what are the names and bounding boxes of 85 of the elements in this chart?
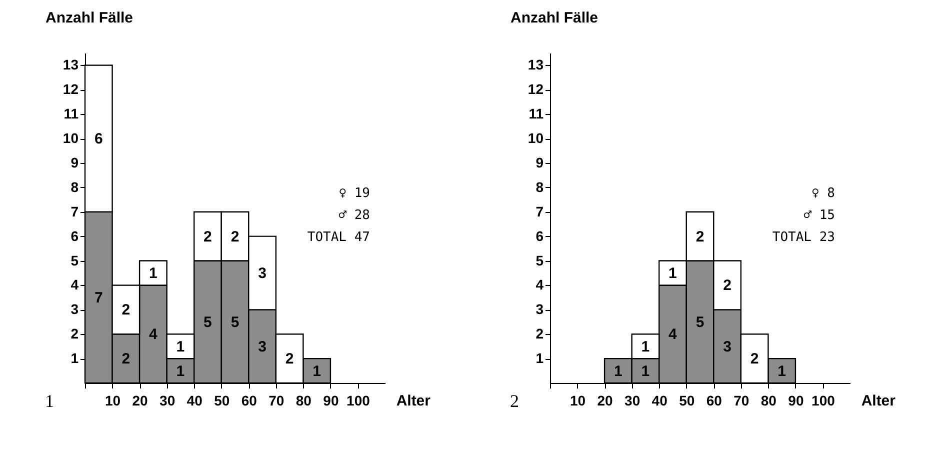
annotation: ♀ 8 xyxy=(812,186,835,201)
y-tick-label: 2 xyxy=(536,326,544,342)
annotation: ♂ 28 xyxy=(338,208,370,223)
data-label: 2 xyxy=(696,228,704,246)
y-tick-label: 7 xyxy=(536,203,544,220)
y-tick-label: 12 xyxy=(62,81,79,98)
data-label: 2 xyxy=(723,277,732,294)
y-tick-label: 1 xyxy=(70,350,79,366)
data-label: 1 xyxy=(312,362,321,380)
x-tick-label: 90 xyxy=(788,392,804,408)
y-tick-label: 5 xyxy=(70,252,79,268)
y-tick-label: 4 xyxy=(70,276,79,293)
y-tick-label: 4 xyxy=(536,276,544,293)
y-tick-label: 8 xyxy=(536,178,544,195)
data-label: 2 xyxy=(122,302,130,319)
y-tick-label: 10 xyxy=(528,130,544,146)
x-tick-label: 60 xyxy=(241,392,258,408)
data-label: 2 xyxy=(285,350,294,368)
data-label: 7 xyxy=(94,289,103,306)
y-tick-label: 9 xyxy=(536,154,544,170)
data-label: 1 xyxy=(668,265,677,282)
y-tick-label: 7 xyxy=(70,203,79,220)
data-label: 3 xyxy=(258,265,266,282)
y-tick-label: 9 xyxy=(70,154,79,170)
x-tick-label: 50 xyxy=(679,392,695,408)
x-tick-label: 70 xyxy=(268,392,284,408)
y-tick-label: 2 xyxy=(70,326,79,342)
y-tick-label: 13 xyxy=(62,56,79,73)
data-label: 1 xyxy=(614,362,622,380)
annotation: ♀ 19 xyxy=(338,186,370,201)
x-tick-label: 30 xyxy=(624,392,640,408)
x-tick-label: 90 xyxy=(323,392,339,408)
data-label: 3 xyxy=(723,338,732,356)
y-tick-label: 6 xyxy=(70,228,79,244)
x-tick-label: 40 xyxy=(652,392,668,408)
x-tick-label: 100 xyxy=(812,392,836,408)
y-tick-label: 11 xyxy=(64,106,79,122)
y-tick-label: 1 xyxy=(536,350,544,366)
data-label: 5 xyxy=(230,314,240,331)
x-tick-label: 60 xyxy=(706,392,722,408)
data-label: 2 xyxy=(122,350,130,368)
y-tick-label: 8 xyxy=(70,178,79,195)
y-tick-label: 12 xyxy=(528,81,544,98)
text: 2 xyxy=(510,391,519,411)
data-label: 4 xyxy=(668,326,678,344)
data-label: 1 xyxy=(778,362,786,380)
x-tick-label: 80 xyxy=(296,392,312,408)
x-tick-label: 20 xyxy=(597,392,614,408)
data-label: 1 xyxy=(149,265,158,282)
data-label: 2 xyxy=(204,228,212,246)
data-label: 1 xyxy=(641,362,650,380)
y-tick-label: 3 xyxy=(70,301,79,318)
y-tick-label: 11 xyxy=(528,106,544,122)
text: 1 xyxy=(45,391,54,411)
x-tick-label: 100 xyxy=(346,392,370,408)
data-label: 1 xyxy=(176,362,185,380)
x-tick-label: 40 xyxy=(186,392,203,408)
annotation: TOTAL 23 xyxy=(772,230,835,245)
y-axis-title: Anzahl Fälle xyxy=(46,10,134,26)
x-tick-label: 50 xyxy=(214,392,230,408)
x-tick-label: 20 xyxy=(132,392,148,408)
y-tick-label: 5 xyxy=(536,252,544,268)
x-tick-label: 80 xyxy=(760,392,777,408)
annotation: ♂ 15 xyxy=(804,208,835,223)
y-tick-label: 13 xyxy=(528,56,544,73)
x-tick-label: 10 xyxy=(570,392,586,408)
data-label: 1 xyxy=(641,338,650,356)
data-label: 2 xyxy=(230,228,240,246)
y-tick-label: 10 xyxy=(62,130,79,146)
data-label: 6 xyxy=(94,130,103,148)
y-tick-label: 3 xyxy=(536,301,544,318)
data-label: 4 xyxy=(149,326,158,344)
data-label: 5 xyxy=(696,314,704,331)
x-tick-label: 70 xyxy=(734,392,750,408)
x-tick-label: 10 xyxy=(104,392,121,408)
data-label: 1 xyxy=(176,338,185,356)
y-tick-label: 6 xyxy=(536,228,544,244)
data-label: 2 xyxy=(750,350,759,368)
x-tick-label: 30 xyxy=(160,392,176,408)
x-axis-title: Alter xyxy=(396,392,431,410)
y-axis-title: Anzahl Fälle xyxy=(510,10,598,26)
data-label: 5 xyxy=(204,314,212,331)
data-label: 3 xyxy=(258,338,266,356)
x-axis-title: Alter xyxy=(861,392,896,410)
annotation: TOTAL 47 xyxy=(307,230,370,245)
